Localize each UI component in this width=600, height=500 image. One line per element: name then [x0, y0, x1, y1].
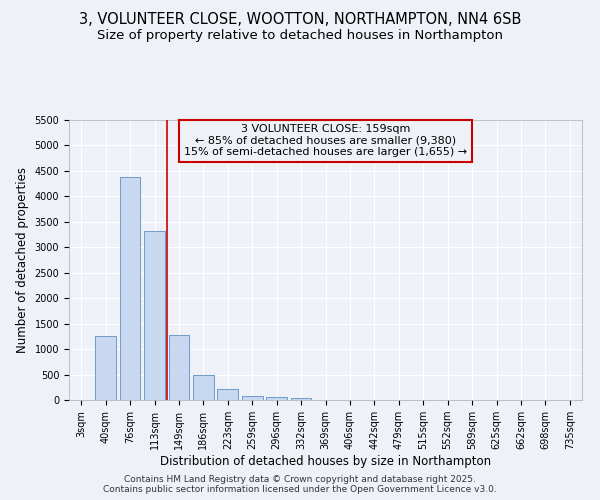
Text: 3, VOLUNTEER CLOSE, WOOTTON, NORTHAMPTON, NN4 6SB: 3, VOLUNTEER CLOSE, WOOTTON, NORTHAMPTON… — [79, 12, 521, 28]
Bar — [95, 336, 116, 400]
Bar — [144, 232, 165, 400]
Bar — [169, 335, 190, 400]
X-axis label: Distribution of detached houses by size in Northampton: Distribution of detached houses by size … — [160, 455, 491, 468]
Bar — [242, 396, 263, 400]
Bar — [266, 398, 287, 400]
Bar — [119, 177, 140, 400]
Bar — [217, 389, 238, 400]
Text: Contains HM Land Registry data © Crown copyright and database right 2025.
Contai: Contains HM Land Registry data © Crown c… — [103, 474, 497, 494]
Bar — [193, 374, 214, 400]
Bar — [290, 398, 311, 400]
Text: 3 VOLUNTEER CLOSE: 159sqm
← 85% of detached houses are smaller (9,380)
15% of se: 3 VOLUNTEER CLOSE: 159sqm ← 85% of detac… — [184, 124, 467, 158]
Y-axis label: Number of detached properties: Number of detached properties — [16, 167, 29, 353]
Text: Size of property relative to detached houses in Northampton: Size of property relative to detached ho… — [97, 29, 503, 42]
